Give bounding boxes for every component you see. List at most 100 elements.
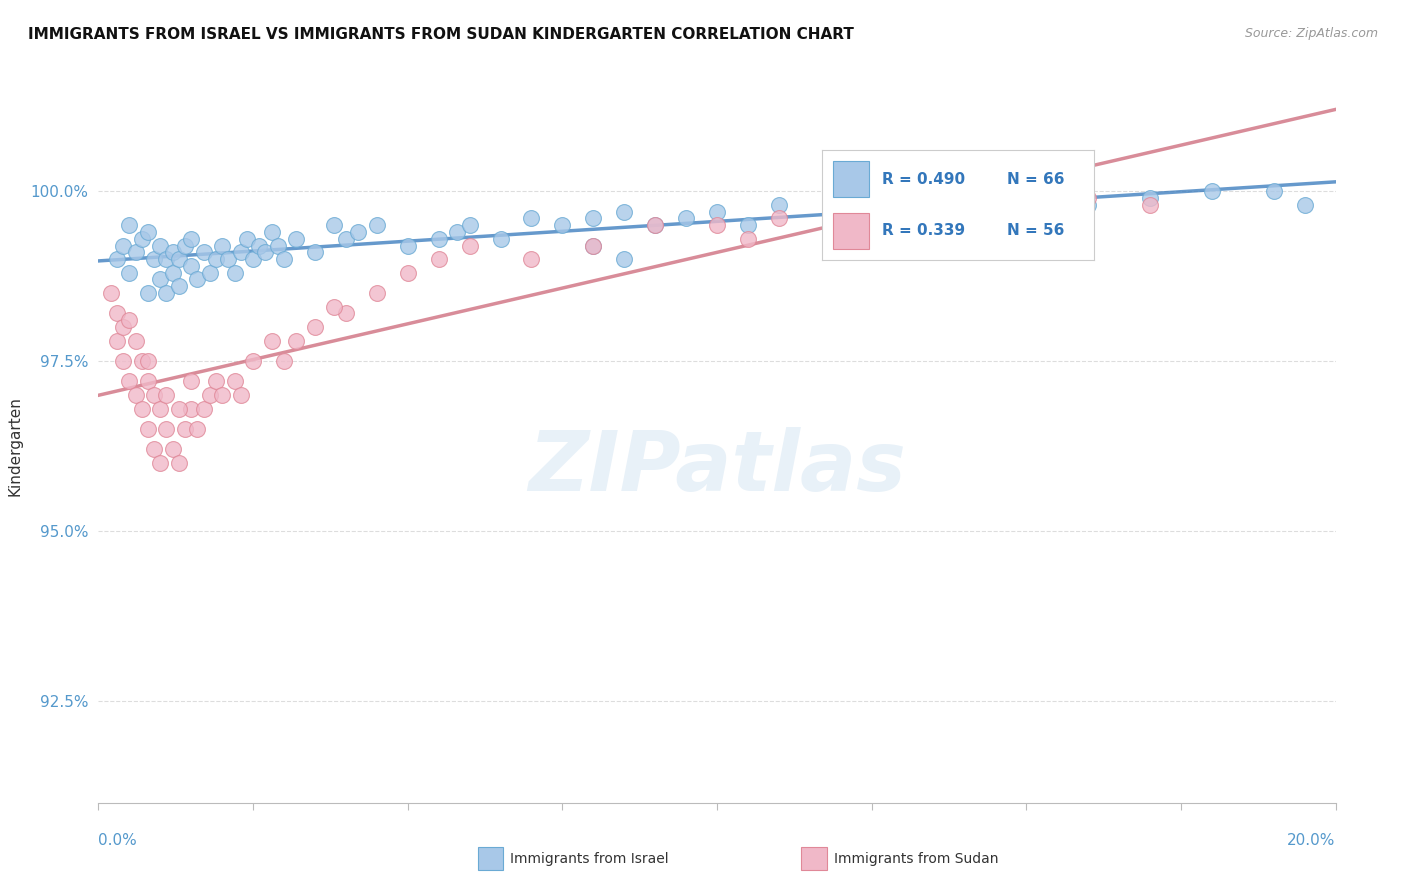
- Point: [1201, 184, 1223, 198]
- Point: [1077, 191, 1099, 205]
- Bar: [834, 213, 869, 250]
- Point: [155, 422, 177, 436]
- Point: [105, 306, 128, 320]
- Point: [136, 375, 159, 389]
- Point: [205, 252, 228, 266]
- Point: [224, 375, 246, 389]
- Point: [149, 401, 172, 416]
- Point: [520, 252, 543, 266]
- Point: [242, 354, 264, 368]
- Point: [273, 252, 295, 266]
- Point: [186, 272, 208, 286]
- Point: [458, 218, 481, 232]
- Point: [112, 354, 135, 368]
- Point: [247, 238, 270, 252]
- Point: [167, 401, 190, 416]
- Point: [953, 191, 976, 205]
- Point: [260, 334, 283, 348]
- Point: [211, 388, 233, 402]
- Text: Source: ZipAtlas.com: Source: ZipAtlas.com: [1244, 27, 1378, 40]
- Point: [131, 401, 153, 416]
- Point: [193, 401, 215, 416]
- Point: [458, 238, 481, 252]
- Point: [100, 286, 122, 301]
- Point: [675, 211, 697, 226]
- Point: [180, 232, 202, 246]
- Point: [229, 245, 252, 260]
- Point: [273, 354, 295, 368]
- Point: [180, 259, 202, 273]
- Point: [427, 252, 450, 266]
- Point: [198, 388, 221, 402]
- Point: [830, 204, 852, 219]
- Point: [427, 232, 450, 246]
- Point: [118, 313, 141, 327]
- Text: R = 0.490: R = 0.490: [882, 171, 966, 186]
- Text: R = 0.339: R = 0.339: [882, 223, 966, 238]
- Point: [162, 266, 184, 280]
- Point: [322, 300, 344, 314]
- Point: [489, 232, 512, 246]
- Point: [143, 442, 166, 457]
- Text: 0.0%: 0.0%: [98, 833, 138, 848]
- Point: [366, 218, 388, 232]
- Point: [582, 238, 605, 252]
- Point: [112, 238, 135, 252]
- Point: [167, 456, 190, 470]
- Text: IMMIGRANTS FROM ISRAEL VS IMMIGRANTS FROM SUDAN KINDERGARTEN CORRELATION CHART: IMMIGRANTS FROM ISRAEL VS IMMIGRANTS FRO…: [28, 27, 853, 42]
- Point: [706, 218, 728, 232]
- Point: [229, 388, 252, 402]
- Point: [891, 218, 914, 232]
- Point: [891, 198, 914, 212]
- Point: [149, 272, 172, 286]
- Point: [953, 204, 976, 219]
- Point: [211, 238, 233, 252]
- Point: [267, 238, 290, 252]
- Point: [254, 245, 277, 260]
- Text: N = 56: N = 56: [1007, 223, 1064, 238]
- Bar: [834, 161, 869, 197]
- Point: [155, 252, 177, 266]
- Point: [830, 204, 852, 219]
- Point: [162, 442, 184, 457]
- Point: [1015, 198, 1038, 212]
- Point: [167, 252, 190, 266]
- Point: [706, 204, 728, 219]
- Point: [1077, 198, 1099, 212]
- Text: Immigrants from Sudan: Immigrants from Sudan: [834, 852, 998, 865]
- Point: [198, 266, 221, 280]
- Point: [174, 422, 197, 436]
- Point: [396, 238, 419, 252]
- Point: [149, 238, 172, 252]
- Point: [174, 238, 197, 252]
- Point: [304, 320, 326, 334]
- Text: 20.0%: 20.0%: [1288, 833, 1336, 848]
- Point: [644, 218, 666, 232]
- Point: [136, 225, 159, 239]
- Point: [118, 375, 141, 389]
- Point: [1294, 198, 1316, 212]
- Point: [162, 245, 184, 260]
- Text: N = 66: N = 66: [1007, 171, 1064, 186]
- Point: [193, 245, 215, 260]
- Point: [112, 320, 135, 334]
- Point: [1139, 198, 1161, 212]
- Point: [335, 232, 357, 246]
- Point: [236, 232, 259, 246]
- Point: [520, 211, 543, 226]
- Point: [322, 218, 344, 232]
- Point: [131, 232, 153, 246]
- Point: [155, 388, 177, 402]
- Point: [180, 401, 202, 416]
- Point: [304, 245, 326, 260]
- Point: [737, 218, 759, 232]
- Point: [118, 218, 141, 232]
- Point: [105, 334, 128, 348]
- Point: [768, 198, 790, 212]
- Point: [1263, 184, 1285, 198]
- Point: [186, 422, 208, 436]
- Point: [167, 279, 190, 293]
- Point: [582, 211, 605, 226]
- Point: [551, 218, 574, 232]
- Point: [217, 252, 239, 266]
